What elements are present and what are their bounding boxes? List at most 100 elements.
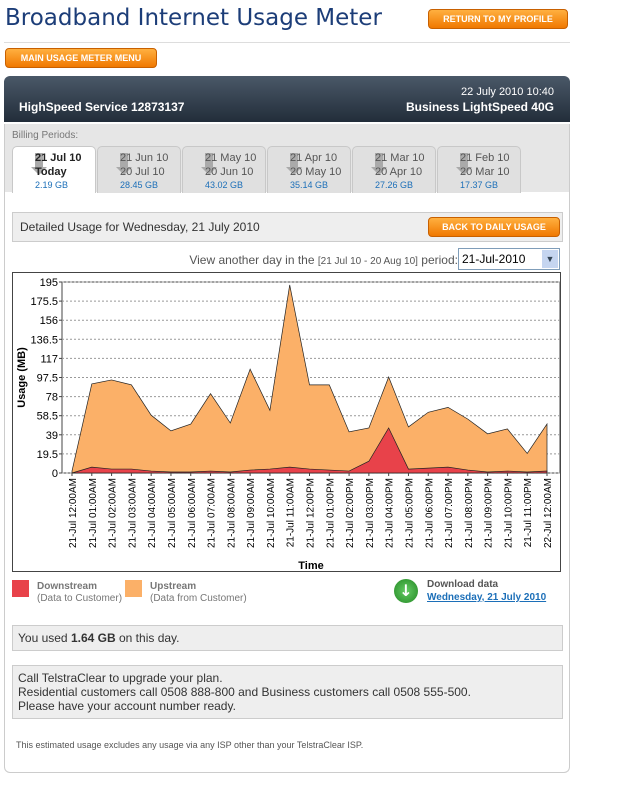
y-tick-label: 195: [40, 277, 58, 289]
legend-note: (Data from Customer): [150, 593, 247, 604]
footnote: This estimated usage excludes any usage …: [16, 740, 364, 750]
y-tick-label: 39: [46, 430, 58, 442]
legend-name: Upstream: [150, 581, 197, 592]
view-prefix: View another day in the: [189, 253, 315, 267]
view-row: View another day in the [21 Jul 10 - 20 …: [189, 253, 458, 267]
x-tick-label: 21-Jul 12:00AM: [68, 478, 79, 548]
tab-line: 21 Jul 10: [35, 152, 82, 164]
x-tick-label: 21-Jul 11:00PM: [523, 478, 534, 547]
x-tick-label: 21-Jul 11:00AM: [286, 478, 297, 547]
y-tick-label: 58.5: [37, 411, 58, 423]
y-tick-label: 175.5: [30, 296, 58, 308]
download-icon[interactable]: ↓: [394, 579, 418, 603]
y-tick-label: 156: [40, 315, 58, 327]
info-box: Call TelstraClear to upgrade your plan. …: [12, 665, 563, 719]
tab-line: 21 May 10: [205, 152, 257, 164]
billing-tab[interactable]: 21 May 10 20 Jun 10 43.02 GB: [182, 146, 266, 193]
info-line: Please have your account number ready.: [18, 699, 236, 713]
view-range: [21 Jul 10 - 20 Aug 10]: [317, 256, 418, 267]
summary: You used 1.64 GB on this day.: [18, 631, 179, 645]
tab-arrow: [31, 153, 47, 175]
tab-line: 43.02 GB: [205, 180, 244, 190]
download-link[interactable]: Wednesday, 21 July 2010: [427, 592, 547, 603]
billing-tab[interactable]: 21 Jul 10 Today 2.19 GB: [12, 146, 96, 193]
tab-line: 27.26 GB: [375, 180, 414, 190]
billing-tab[interactable]: 21 Apr 10 20 May 10 35.14 GB: [267, 146, 351, 193]
x-tick-label: 21-Jul 07:00PM: [444, 478, 455, 548]
x-tick-label: 21-Jul 12:00PM: [306, 478, 317, 548]
y-tick-label: 117: [40, 353, 58, 365]
day-select[interactable]: 21-Jul-2010 ▼: [458, 248, 560, 270]
x-tick-label: 21-Jul 05:00AM: [167, 478, 178, 548]
y-axis-label: Usage (MB): [16, 347, 28, 408]
chart: 0 19.5 39 58.5 78 97.5 117 136.5 156 175.5 195 21-J…: [12, 272, 561, 572]
y-tick-label: 19.5: [37, 449, 58, 461]
x-tick-label: 21-Jul 04:00AM: [147, 478, 158, 548]
summary-prefix: You used: [18, 631, 68, 645]
legend: Downstream (Data to Customer) Upstream (Dat…: [12, 578, 312, 608]
divider: [4, 42, 570, 43]
x-tick-label: 22-Jul 12:00AM: [543, 478, 554, 548]
x-tick-label: 21-Jul 07:00AM: [207, 478, 218, 548]
tab-line: 20 May 10: [290, 166, 342, 178]
area: [71, 284, 548, 474]
x-tick-label: 21-Jul 03:00AM: [127, 478, 138, 548]
y-tick-label: 97.5: [37, 373, 58, 385]
legend-swatch: [125, 580, 142, 597]
x-tick-label: 21-Jul 04:00PM: [385, 478, 396, 548]
x-tick-label: 21-Jul 01:00AM: [88, 478, 99, 548]
x-tick-label: 21-Jul 08:00PM: [464, 478, 475, 548]
back-button[interactable]: BACK TO DAILY USAGE: [428, 217, 560, 237]
select-arrow: ▼: [542, 250, 558, 268]
y-tick-label: 0: [52, 468, 58, 480]
x-tick-label: 21-Jul 06:00PM: [424, 478, 435, 548]
x-tick-label: 21-Jul 10:00AM: [266, 478, 277, 548]
legend-name: Downstream: [37, 581, 98, 592]
summary-box: You used 1.64 GB on this day.: [12, 625, 563, 651]
x-tick-label: 21-Jul 05:00PM: [404, 478, 415, 548]
profile-button[interactable]: RETURN TO MY PROFILE: [428, 9, 568, 29]
info-line: Call TelstraClear to upgrade your plan.: [18, 671, 223, 685]
x-tick-label: 21-Jul 02:00PM: [345, 478, 356, 548]
tab-line: 20 Jun 10: [205, 166, 254, 178]
view-suffix: period:: [421, 253, 458, 267]
page-title: Broadband Internet Usage Meter: [5, 5, 382, 31]
download-label: Download data: [427, 579, 499, 590]
account-bar: 22 July 2010 10:40 HighSpeed Service 128…: [4, 76, 570, 122]
plan: Business LightSpeed 40G: [405, 100, 554, 114]
tab-line: 17.37 GB: [460, 180, 499, 190]
billing-tab[interactable]: 21 Mar 10 20 Apr 10 27.26 GB: [352, 146, 436, 193]
tab-line: 20 Apr 10: [375, 166, 423, 178]
x-tick-label: 21-Jul 01:00PM: [325, 478, 336, 548]
tab-arrow: [201, 153, 217, 175]
tab-line: Today: [35, 166, 67, 178]
legend-note: (Data to Customer): [37, 593, 123, 604]
menu-button[interactable]: MAIN USAGE METER MENU: [5, 48, 157, 68]
legend-swatch: [12, 580, 29, 597]
billing-tab[interactable]: 21 Jun 10 20 Jul 10 28.45 GB: [97, 146, 181, 193]
info-line: Residential customers call 0508 888-800 …: [18, 685, 471, 699]
summary-suffix: on this day.: [119, 631, 180, 645]
tab-arrow: [116, 153, 132, 175]
x-tick-label: 21-Jul 09:00PM: [484, 478, 495, 548]
tab-line: 28.45 GB: [120, 180, 159, 190]
tab-arrow: [456, 153, 472, 175]
x-tick-label: 21-Jul 02:00AM: [108, 478, 119, 548]
billing-label: Billing Periods:: [12, 130, 79, 141]
billing-tab[interactable]: 21 Feb 10 20 Mar 10 17.37 GB: [437, 146, 521, 193]
y-tick-label: 78: [46, 392, 58, 404]
detail-heading: Detailed Usage for Wednesday, 21 July 20…: [20, 220, 260, 234]
area: [71, 427, 548, 474]
tab-arrow: [371, 153, 387, 175]
tab-line: 21 Feb 10: [460, 152, 510, 164]
tab-line: 20 Jul 10: [120, 166, 165, 178]
tab-line: 35.14 GB: [290, 180, 329, 190]
selected-day: 21-Jul-2010: [462, 252, 526, 266]
x-axis-label: Time: [298, 560, 323, 572]
tab-line: 21 Jun 10: [120, 152, 169, 164]
tab-line: 20 Mar 10: [460, 166, 510, 178]
x-tick-label: 21-Jul 06:00AM: [187, 478, 198, 548]
x-tick-label: 21-Jul 10:00PM: [503, 478, 514, 548]
x-tick-label: 21-Jul 08:00AM: [226, 478, 237, 548]
